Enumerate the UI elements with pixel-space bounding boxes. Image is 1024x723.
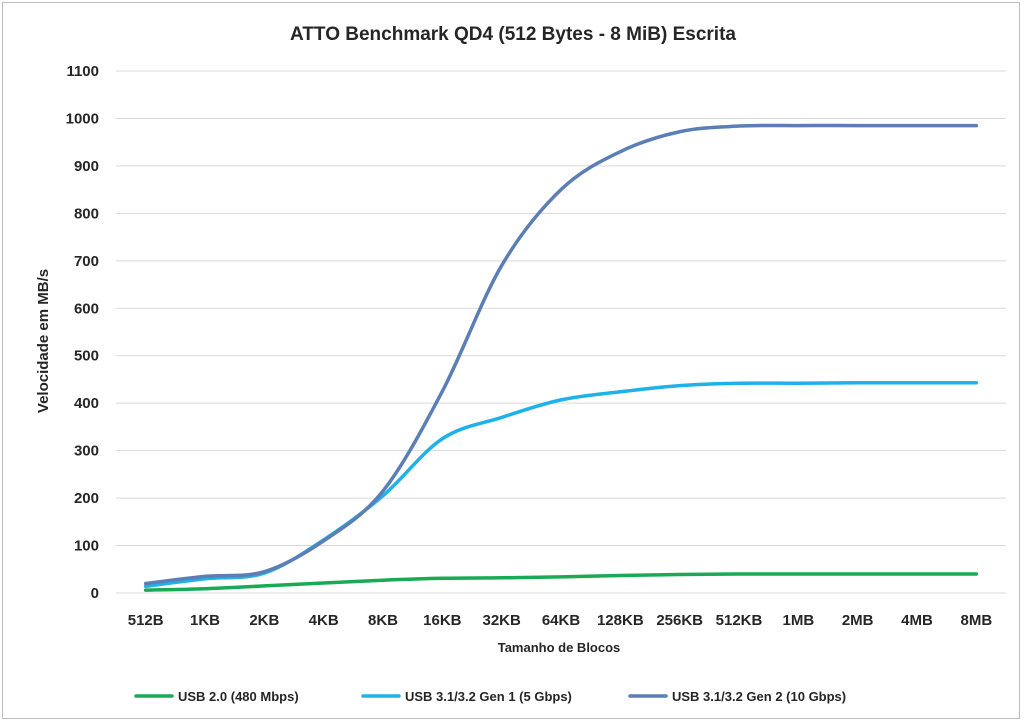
y-tick-label: 100 bbox=[74, 538, 99, 555]
y-tick-label: 300 bbox=[74, 443, 99, 460]
x-tick-label: 2MB bbox=[842, 612, 874, 629]
x-tick-label: 2KB bbox=[249, 612, 279, 629]
y-tick-label: 700 bbox=[74, 253, 99, 270]
x-tick-label: 64KB bbox=[542, 612, 581, 629]
y-tick-label: 200 bbox=[74, 490, 99, 507]
legend-label: USB 2.0 (480 Mbps) bbox=[178, 689, 299, 704]
series-line-2 bbox=[143, 123, 979, 586]
line-chart: ATTO Benchmark QD4 (512 Bytes - 8 MiB) E… bbox=[35, 24, 1006, 704]
x-tick-label: 512KB bbox=[716, 612, 763, 629]
y-tick-label: 600 bbox=[74, 300, 99, 317]
x-tick-label: 8MB bbox=[960, 612, 992, 629]
y-tick-label: 0 bbox=[91, 585, 99, 602]
x-tick-label: 16KB bbox=[423, 612, 462, 629]
series-line-0 bbox=[143, 572, 979, 592]
y-tick-label: 500 bbox=[74, 348, 99, 365]
x-tick-label: 8KB bbox=[368, 612, 398, 629]
y-tick-label: 900 bbox=[74, 158, 99, 175]
x-axis-label: Tamanho de Blocos bbox=[498, 640, 621, 655]
x-tick-label: 1KB bbox=[190, 612, 220, 629]
legend-label: USB 3.1/3.2 Gen 2 (10 Gbps) bbox=[672, 689, 846, 704]
y-tick-label: 1100 bbox=[66, 63, 99, 80]
y-tick-labels: 0 100 200 300 400 500 600 700 800 900 1000 1100 bbox=[66, 63, 99, 602]
grid-layer bbox=[116, 70, 1006, 594]
x-tick-label: 4KB bbox=[309, 612, 339, 629]
x-tick-label: 512B bbox=[128, 612, 164, 629]
x-tick-label: 4MB bbox=[901, 612, 933, 629]
x-tick-label: 1MB bbox=[782, 612, 814, 629]
x-tick-label: 32KB bbox=[482, 612, 521, 629]
y-tick-label: 800 bbox=[74, 205, 99, 222]
series-line-1 bbox=[143, 380, 979, 589]
y-axis-label: Velocidade em MB/s bbox=[35, 269, 52, 413]
y-tick-label: 1000 bbox=[66, 110, 99, 127]
series-lines bbox=[143, 123, 979, 592]
x-tick-label: 256KB bbox=[656, 612, 703, 629]
chart-title: ATTO Benchmark QD4 (512 Bytes - 8 MiB) E… bbox=[290, 24, 736, 45]
x-tick-labels: 512B 1KB 2KB 4KB 8KB 16KB 32KB 64KB 128KB 256KB 51… bbox=[128, 612, 993, 629]
x-tick-label: 128KB bbox=[597, 612, 644, 629]
legend-label: USB 3.1/3.2 Gen 1 (5 Gbps) bbox=[405, 689, 572, 704]
y-tick-label: 400 bbox=[74, 395, 99, 412]
legend: USB 2.0 (480 Mbps) USB 3.1/3.2 Gen 1 (5 G… bbox=[134, 689, 846, 704]
